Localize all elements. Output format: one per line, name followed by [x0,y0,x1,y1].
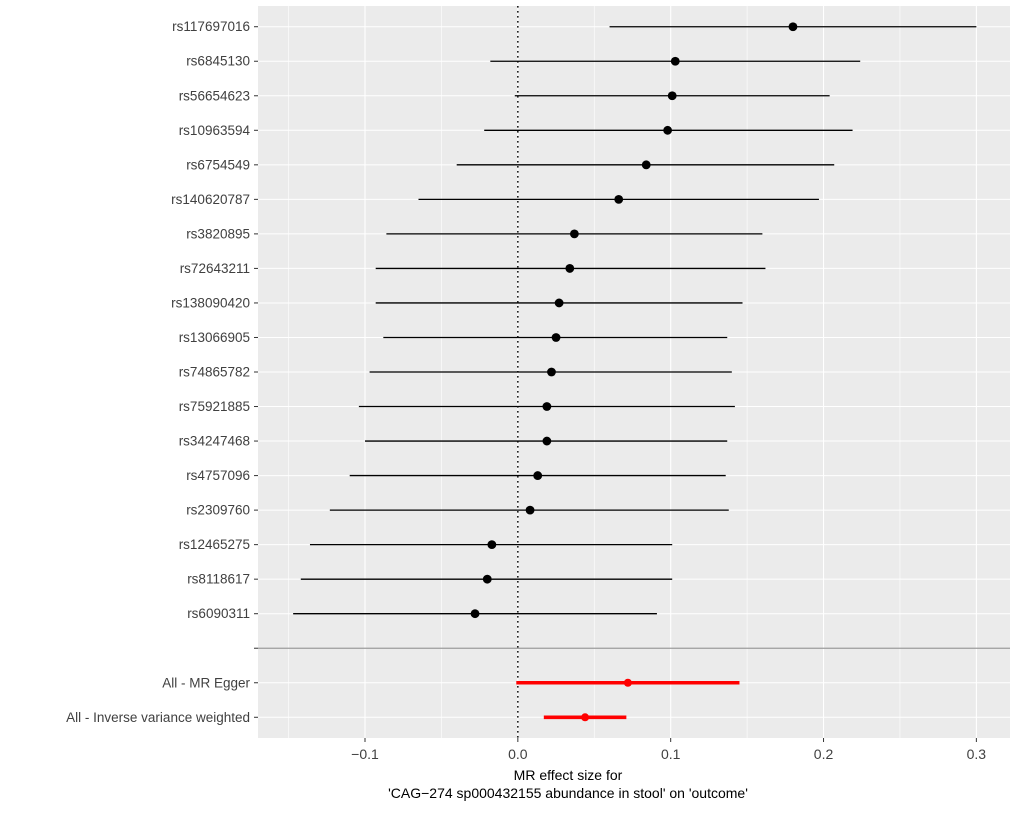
ci-point [482,574,492,584]
ci-point [470,609,480,619]
ci-point [542,436,552,446]
x-tick-label: 0.2 [814,746,834,762]
y-axis-label: rs6754549 [186,157,250,172]
ci-point [554,298,564,308]
y-axis-label: rs2309760 [186,503,250,518]
y-axis-label: All - Inverse variance weighted [66,710,250,725]
y-axis-label: rs6090311 [187,606,250,621]
ci-point [487,540,497,550]
y-axis-label: rs13066905 [179,330,250,345]
ci-point [551,333,561,342]
ci-point [614,194,624,204]
ci-point [788,22,798,32]
y-axis-label: rs117697016 [172,19,250,34]
x-axis-title-line-2: 'CAG−274 sp000432155 abundance in stool'… [388,785,748,801]
y-axis-label: rs12465275 [179,537,250,552]
ci-point [663,125,673,135]
y-axis-label: rs3820895 [186,226,250,241]
y-axis-label: rs138090420 [171,295,250,310]
ci-point [525,505,535,515]
x-tick-label: −0.1 [351,746,379,762]
ci-point [667,91,677,101]
y-axis-label: rs4757096 [186,468,250,483]
summary-ci-point [581,713,590,722]
y-axis-label: rs72643211 [180,261,250,276]
x-axis-title-line-1: MR effect size for [514,767,623,783]
summary-ci-point [623,678,632,687]
y-axis-label: rs140620787 [171,192,250,207]
ci-point [547,367,556,377]
x-tick-label: 0.3 [967,746,987,762]
y-axis-label: rs6845130 [186,54,250,69]
y-axis-label: rs75921885 [179,399,250,414]
ci-point [569,229,579,239]
y-axis-label: rs34247468 [179,434,250,449]
ci-point [542,402,552,411]
ci-point [641,160,651,170]
y-axis-label: rs56654623 [179,88,250,103]
x-tick-label: 0.1 [661,746,681,762]
y-axis-label: All - MR Egger [162,675,250,690]
y-axis-label: rs10963594 [179,123,251,138]
ci-point [565,264,575,273]
ci-point [670,56,680,66]
y-axis-label: rs74865782 [179,365,250,380]
y-axis-label: rs8118617 [187,572,250,587]
x-tick-label: 0.0 [508,746,528,762]
ci-point [533,471,543,480]
